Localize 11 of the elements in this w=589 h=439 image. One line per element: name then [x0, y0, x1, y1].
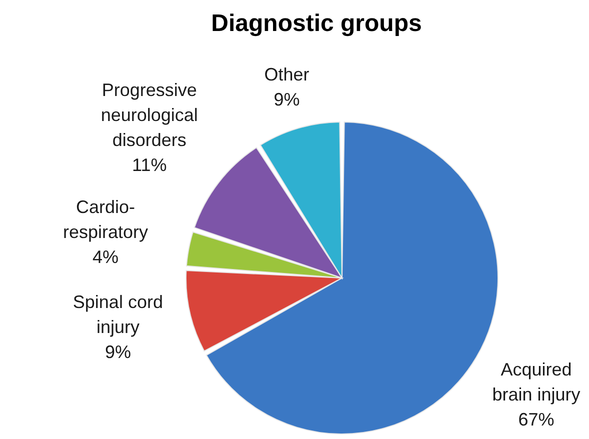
data-label: 67% — [518, 409, 554, 430]
data-label: 4% — [92, 246, 119, 267]
slice-label: Progressive neurological disorders — [100, 80, 198, 150]
data-label: 11% — [132, 155, 167, 176]
chart-title: Diagnostic groups — [211, 10, 422, 37]
slice-label: Cardio-respiratory — [63, 196, 148, 242]
data-label: 9% — [104, 342, 131, 362]
slice-label: Other — [264, 64, 310, 84]
data-label: 9% — [274, 89, 300, 110]
slice-label: Spinal cord injury — [72, 292, 163, 338]
slice-label: Acquired brain injury — [492, 359, 580, 404]
